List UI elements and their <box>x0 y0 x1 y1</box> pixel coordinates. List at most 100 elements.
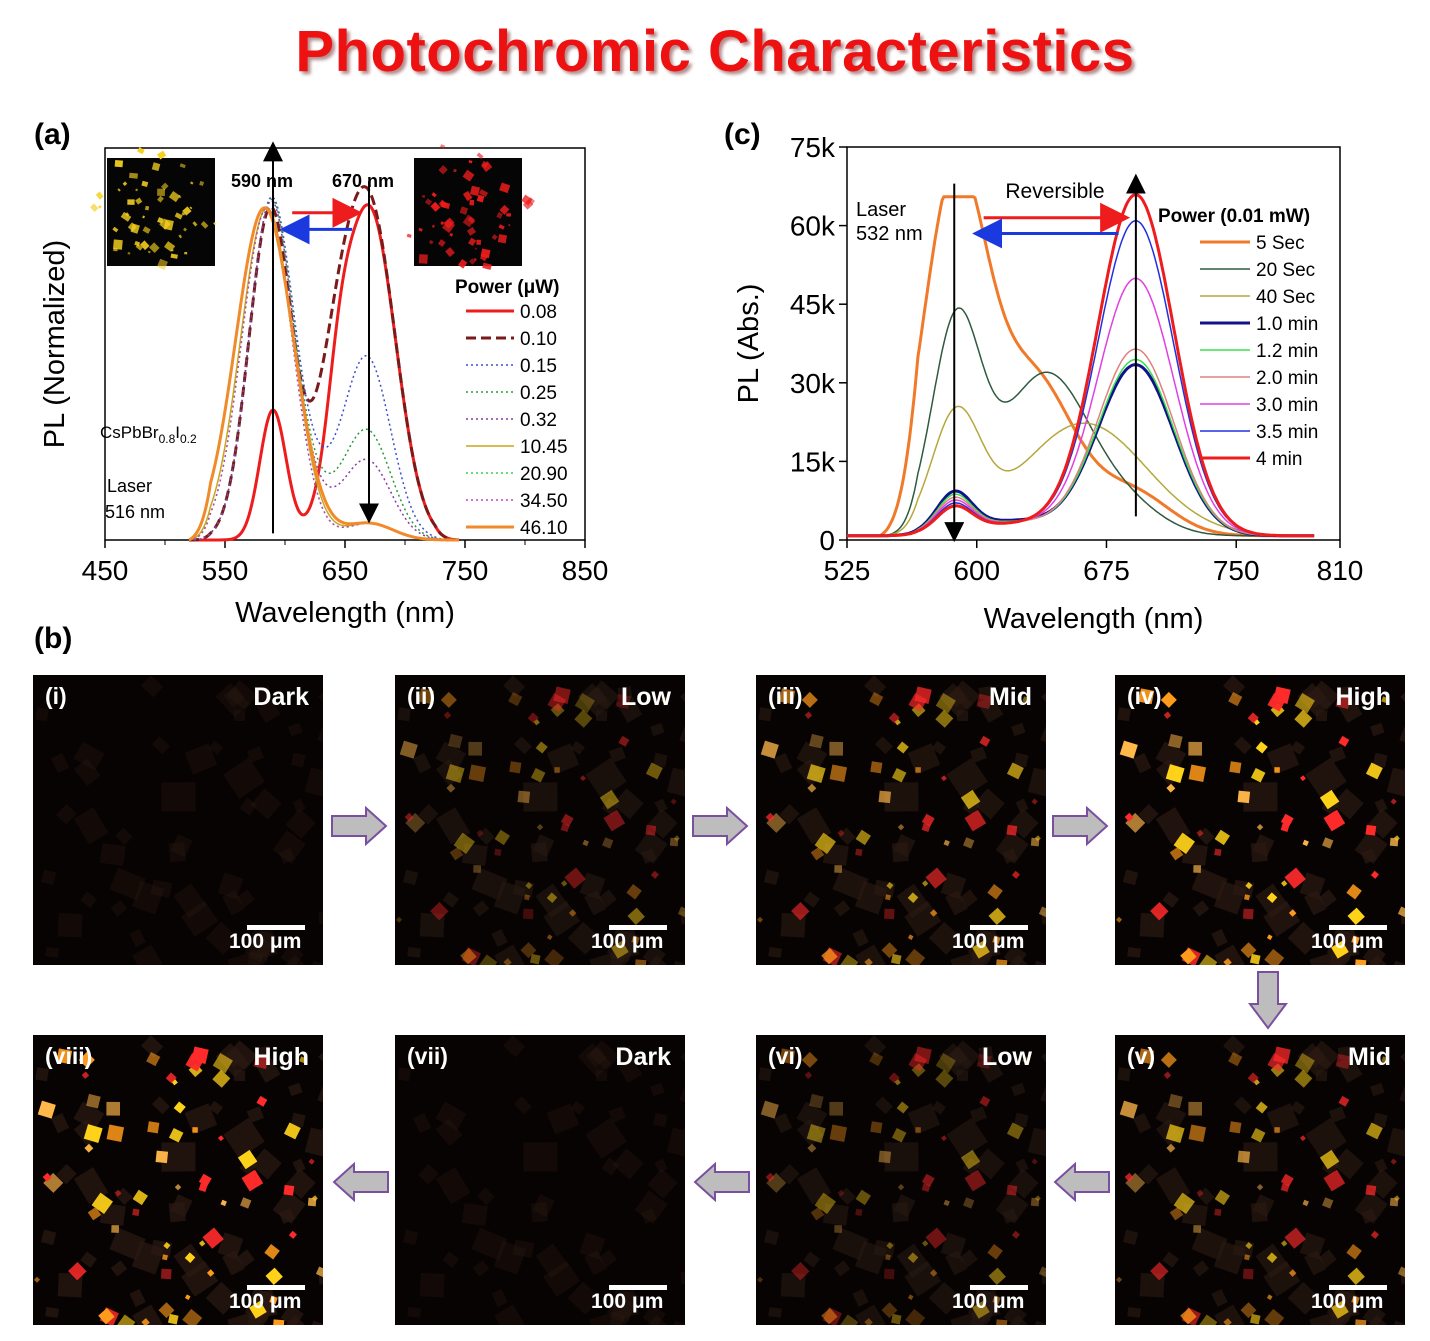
emitting-crystal <box>908 1053 928 1072</box>
emitting-crystal <box>829 1124 848 1142</box>
emitting-crystal <box>1119 1100 1138 1119</box>
background-flake <box>1354 1190 1388 1224</box>
emitting-crystal <box>574 709 593 728</box>
background-flake <box>173 883 207 919</box>
background-flake <box>110 1260 128 1277</box>
emitting-crystal <box>801 1051 818 1068</box>
emitting-crystal <box>809 733 824 749</box>
emitting-crystal <box>212 1069 231 1088</box>
emitting-crystal <box>529 953 541 965</box>
emitting-crystal <box>915 767 921 773</box>
emitting-crystal <box>544 948 565 965</box>
emitting-crystal <box>921 823 931 833</box>
emitting-crystal <box>1255 741 1268 754</box>
emitting-crystal <box>560 823 570 833</box>
background-flake <box>904 1260 942 1297</box>
emitting-crystal <box>943 839 950 847</box>
inset-red-image <box>406 144 536 270</box>
inset-crystal <box>163 219 174 231</box>
emitting-crystal <box>56 1048 73 1065</box>
micrograph-label: (ii) <box>407 683 436 709</box>
emitting-crystal <box>1274 767 1280 773</box>
background-flake <box>1337 1046 1353 1060</box>
plot-frame <box>846 146 1341 541</box>
inset-crystal <box>120 211 132 222</box>
micrograph-state: Dark <box>615 1043 671 1071</box>
background-flake <box>666 767 685 800</box>
background-flake <box>129 929 146 947</box>
emitting-crystal <box>1244 1254 1250 1261</box>
emitting-crystal <box>1302 1199 1309 1207</box>
scale-bar <box>247 925 305 930</box>
emitting-crystal <box>1319 1149 1340 1170</box>
background-flake <box>1214 1304 1245 1325</box>
emitting-crystal <box>837 1189 845 1197</box>
background-flake <box>838 827 856 845</box>
scale-bar <box>970 1285 1028 1290</box>
emitting-crystal <box>1034 1195 1041 1202</box>
background-flake <box>585 686 607 708</box>
background-flake <box>945 1250 968 1276</box>
emitting-crystal <box>935 693 956 714</box>
background-flake <box>1041 685 1046 713</box>
emitting-crystal <box>1284 1227 1306 1249</box>
background-flake <box>1328 1106 1347 1123</box>
emitting-crystal <box>1302 839 1309 847</box>
background-flake <box>288 722 303 737</box>
emitting-crystal <box>1214 848 1222 856</box>
flow-arrow-left-1 <box>1053 1162 1110 1202</box>
inset-crystal <box>134 240 141 247</box>
series-line-5 Sec <box>847 195 1315 538</box>
emitting-crystal <box>1166 1143 1176 1153</box>
inset-crystal <box>190 181 194 185</box>
inset-crystal <box>90 203 99 212</box>
scale-bar <box>1329 1285 1387 1290</box>
background-flake <box>907 1103 941 1135</box>
inset-crystal <box>142 226 151 234</box>
background-flake <box>546 1103 580 1135</box>
background-flake <box>1332 1148 1364 1180</box>
emitting-crystal <box>1223 1318 1232 1325</box>
emitting-crystal <box>315 1266 323 1278</box>
emitting-crystal <box>626 884 642 900</box>
background-flake <box>435 758 463 786</box>
background-flake <box>317 1083 323 1107</box>
y-tick-label: 45k <box>790 289 836 320</box>
emitting-crystal <box>1281 880 1288 887</box>
background-flake <box>940 872 967 900</box>
inset-crystal <box>508 223 511 227</box>
background-flake <box>512 1239 535 1258</box>
series-line-46.10 <box>188 206 459 542</box>
background-flake <box>57 912 83 938</box>
background-flake <box>1192 1260 1210 1277</box>
background-flake <box>1243 782 1278 812</box>
emitting-crystal <box>192 1127 198 1133</box>
inset-crystal <box>476 239 481 245</box>
background-flake <box>272 830 306 864</box>
emitting-crystal <box>1180 947 1197 965</box>
background-flake <box>779 1164 800 1185</box>
background-flake <box>442 891 460 908</box>
emitting-crystal <box>1338 735 1350 747</box>
legend-label: 0.25 <box>520 383 557 404</box>
emitting-crystal <box>756 916 764 923</box>
background-flake <box>796 741 828 771</box>
emitting-crystal <box>546 934 553 940</box>
background-flake <box>35 1067 49 1082</box>
series-line-4 min <box>847 193 1315 538</box>
flow-arrow-right-2 <box>692 806 749 846</box>
background-flake <box>891 1202 909 1223</box>
emitting-crystal <box>1214 829 1230 846</box>
emitting-crystal <box>111 1225 120 1233</box>
emitting-crystal <box>468 741 483 756</box>
background-flake <box>503 1035 526 1058</box>
background-flake <box>141 1035 164 1058</box>
emitting-crystal <box>878 1150 892 1164</box>
scale-label: 100 μm <box>1311 1290 1384 1313</box>
emitting-crystal <box>554 767 560 773</box>
emitting-crystal <box>1168 1093 1183 1109</box>
emitting-crystal <box>1365 1184 1377 1196</box>
emitting-crystal <box>199 1240 206 1247</box>
background-flake <box>1365 1314 1394 1325</box>
emitting-crystal <box>160 1268 172 1280</box>
